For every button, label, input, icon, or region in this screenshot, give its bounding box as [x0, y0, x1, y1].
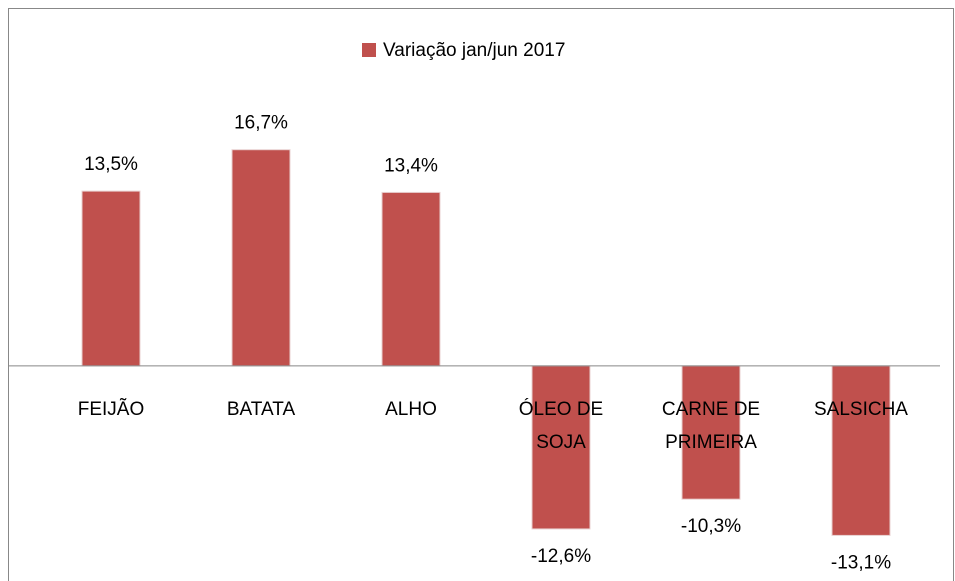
value-label: 13,5% — [84, 154, 138, 175]
value-label: 16,7% — [234, 113, 288, 134]
bar — [681, 365, 741, 500]
bar — [231, 149, 291, 367]
x-tick-label: SALSICHA — [814, 398, 908, 420]
x-tick-label: BATATA — [226, 398, 296, 420]
bar — [531, 365, 591, 530]
x-tick-label: FEIJÃO — [77, 398, 145, 420]
value-label: -10,3% — [681, 516, 741, 537]
legend-swatch — [362, 43, 376, 57]
bar — [381, 191, 441, 367]
x-tick-label: ALHO — [385, 398, 437, 420]
bar — [831, 365, 891, 536]
x-tick-label: ÓLEO DE SOJA — [518, 398, 604, 453]
chart-frame — [8, 8, 954, 581]
value-label: -13,1% — [831, 552, 891, 573]
value-label: 13,4% — [384, 155, 438, 176]
x-tick-label: CARNE DE PRIMEIRA — [661, 398, 761, 453]
value-label: -12,6% — [531, 546, 591, 567]
legend-label: Variação jan/jun 2017 — [383, 40, 565, 61]
bar — [81, 190, 141, 367]
